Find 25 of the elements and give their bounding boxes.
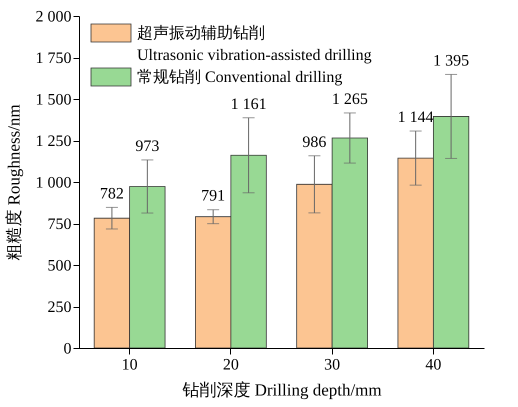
x-tick-label: 40 (425, 356, 442, 374)
y-tick-label: 2 000 (36, 8, 72, 26)
data-label: 986 (302, 134, 326, 151)
y-tick-label: 1 000 (36, 174, 72, 192)
x-tick-label: 30 (324, 356, 340, 374)
data-label: 973 (135, 138, 160, 155)
y-tick-label: 750 (48, 216, 72, 233)
y-axis-title: 粗糙度 Roughness/nm (4, 104, 24, 261)
data-label: 1 161 (230, 96, 267, 113)
data-label: 791 (201, 188, 226, 205)
y-tick-label: 0 (64, 340, 72, 358)
y-tick-label: 1 500 (36, 92, 72, 108)
y-tick-label: 250 (48, 299, 72, 316)
data-label: 782 (100, 185, 124, 202)
data-label: 1 144 (398, 109, 434, 126)
y-tick-label: 1 250 (36, 133, 72, 150)
data-label: 1 265 (332, 90, 368, 108)
y-tick-label: 1 750 (36, 50, 72, 67)
legend-label: 常规钻削 Conventional drilling (137, 68, 342, 86)
legend-label: 超声振动辅助钻削 Ultrasonic vibration-assisted drilling (137, 24, 372, 64)
x-tick-label: 20 (222, 356, 239, 374)
y-tick-label: 500 (48, 258, 72, 274)
x-axis-title: 钻削深度 Drilling depth/mm (181, 380, 382, 400)
data-label: 1 395 (433, 52, 470, 70)
x-tick-label: 10 (122, 356, 138, 374)
